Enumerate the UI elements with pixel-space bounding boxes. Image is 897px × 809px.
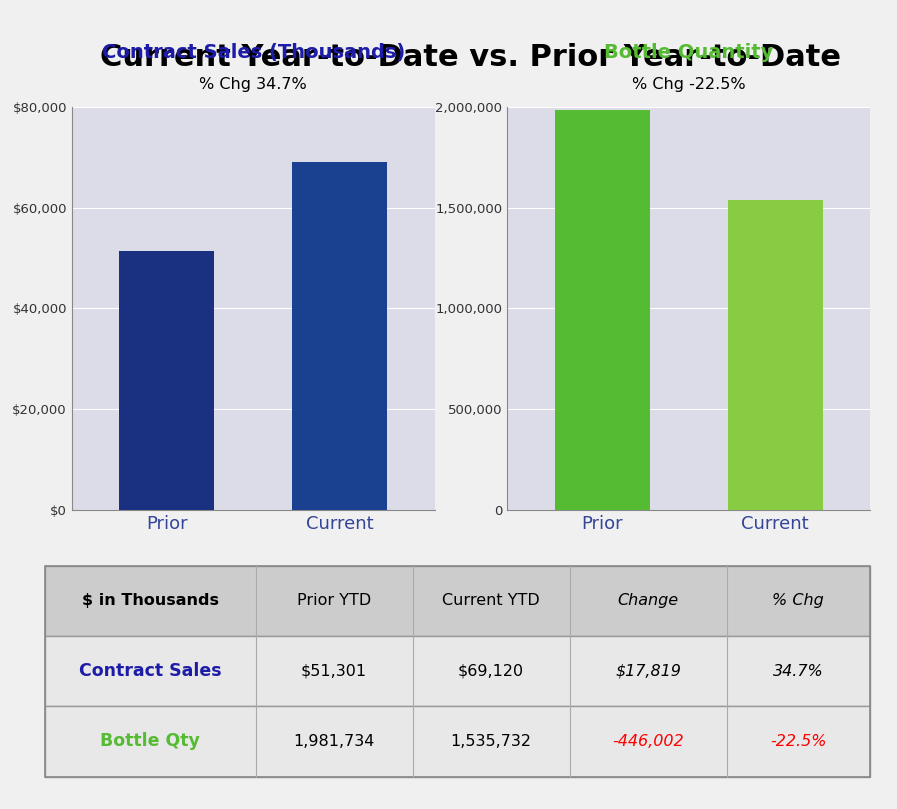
Text: % Chg: % Chg <box>772 593 824 608</box>
Text: Current YTD: Current YTD <box>442 593 540 608</box>
Bar <box>727 201 823 510</box>
Text: Contract Sales: Contract Sales <box>79 662 222 680</box>
Text: 1,981,734: 1,981,734 <box>293 734 375 749</box>
Text: Current Year-to-Date vs. Prior Year-to-Date: Current Year-to-Date vs. Prior Year-to-D… <box>100 43 841 72</box>
Text: $51,301: $51,301 <box>301 663 367 679</box>
Bar <box>292 162 388 510</box>
Text: Bottle Qty: Bottle Qty <box>100 732 200 751</box>
Text: $69,120: $69,120 <box>458 663 524 679</box>
Title: % Chg 34.7%
: % Chg 34.7% <box>199 78 307 110</box>
Text: -446,002: -446,002 <box>613 734 684 749</box>
Text: 34.7%: 34.7% <box>773 663 823 679</box>
Title: % Chg -22.5%
: % Chg -22.5% <box>631 78 745 110</box>
Text: $ in Thousands: $ in Thousands <box>82 593 219 608</box>
Text: -22.5%: -22.5% <box>771 734 826 749</box>
Text: Contract Sales (Thousands): Contract Sales (Thousands) <box>101 43 405 62</box>
Bar <box>119 252 214 510</box>
Text: Change: Change <box>617 593 679 608</box>
Text: Bottle Quantity: Bottle Quantity <box>604 43 773 62</box>
Text: Prior YTD: Prior YTD <box>297 593 371 608</box>
Text: 1,535,732: 1,535,732 <box>450 734 532 749</box>
Bar <box>554 110 649 510</box>
Text: $17,819: $17,819 <box>615 663 681 679</box>
